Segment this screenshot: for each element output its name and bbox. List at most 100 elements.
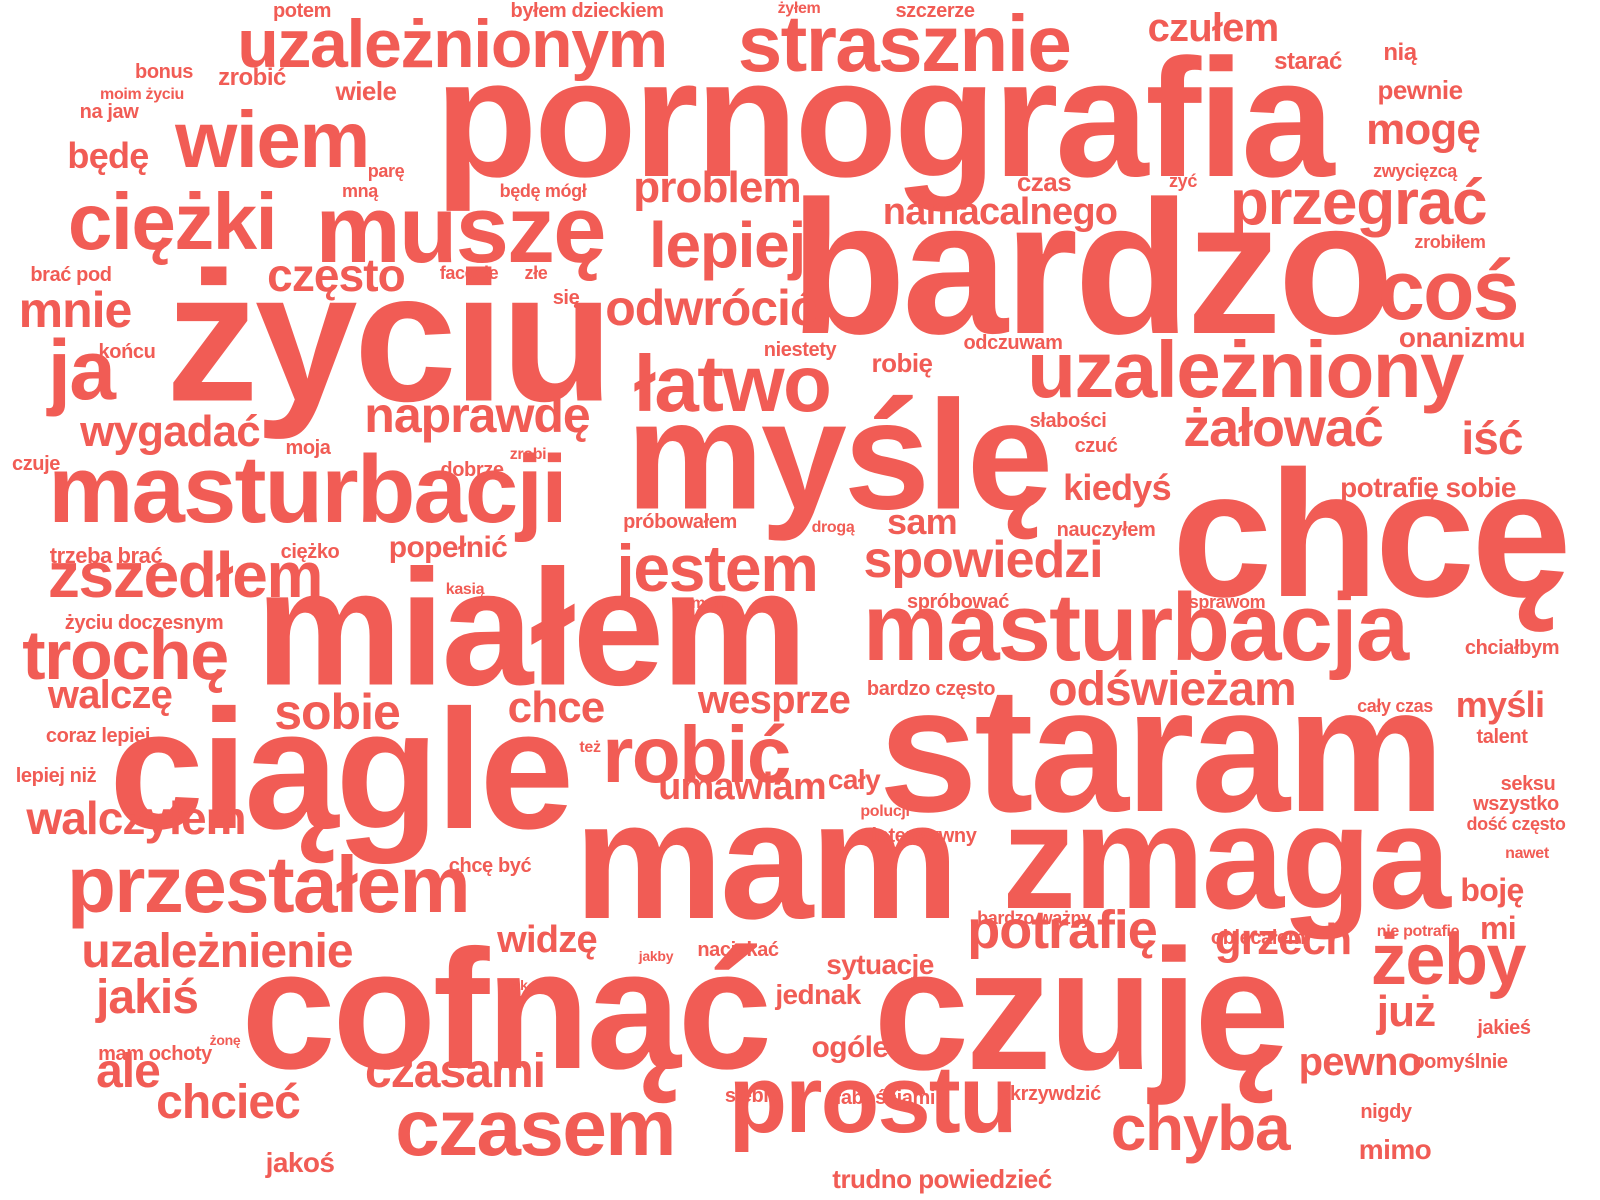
cloud-word: jednak bbox=[775, 979, 861, 1010]
cloud-word: żałować bbox=[1183, 398, 1384, 458]
cloud-word: wygadać bbox=[80, 407, 261, 456]
cloud-word: czasami bbox=[364, 1045, 546, 1098]
cloud-word: trochę bbox=[22, 616, 229, 694]
cloud-word: ale bbox=[96, 1045, 161, 1098]
cloud-word: pewnie bbox=[1377, 75, 1463, 105]
cloud-word: strasznie bbox=[737, 0, 1072, 88]
cloud-word: sprawom bbox=[1188, 592, 1266, 612]
cloud-word: szczerze bbox=[895, 0, 975, 22]
cloud-word: starać bbox=[1274, 48, 1342, 75]
cloud-word: wiele bbox=[335, 76, 398, 106]
cloud-word: mną bbox=[342, 181, 378, 201]
cloud-word: cofnąć bbox=[241, 915, 772, 1105]
cloud-word: wiem bbox=[175, 95, 370, 184]
cloud-word: mnie bbox=[18, 282, 133, 338]
cloud-word: żyć bbox=[1169, 171, 1197, 191]
cloud-word: odczuwam bbox=[963, 332, 1063, 354]
cloud-word: uzależniony bbox=[1027, 325, 1464, 414]
cloud-word: ciężko bbox=[280, 541, 340, 563]
cloud-word: drogą bbox=[811, 519, 855, 536]
cloud-word: uzależnienie bbox=[81, 925, 353, 978]
cloud-word: czułem bbox=[1147, 6, 1280, 50]
cloud-word: naciskać bbox=[697, 939, 779, 961]
cloud-word: zwycięzcą bbox=[1373, 161, 1457, 181]
cloud-word: będę bbox=[67, 135, 149, 176]
cloud-word: życiu doczesnym bbox=[64, 612, 224, 634]
cloud-word: bonus bbox=[135, 61, 193, 83]
cloud-word: bardzo ważny bbox=[977, 908, 1091, 928]
cloud-word: kasią bbox=[445, 581, 485, 598]
cloud-word: czuje bbox=[11, 453, 61, 475]
cloud-word: na jaw bbox=[79, 101, 139, 123]
cloud-word: się bbox=[552, 287, 580, 309]
cloud-word: odświeżam bbox=[1048, 663, 1296, 716]
cloud-word: ciężki bbox=[67, 177, 278, 266]
cloud-word: potrafię bbox=[967, 900, 1157, 960]
cloud-word: moja bbox=[285, 437, 331, 459]
cloud-word: spowiedzi bbox=[863, 531, 1103, 589]
cloud-word: coś bbox=[1378, 243, 1519, 337]
cloud-word: próbowałem bbox=[623, 511, 737, 533]
cloud-word: zszedłem bbox=[47, 539, 324, 611]
cloud-word: jakieś bbox=[1477, 1017, 1531, 1039]
cloud-word: nie potrafię bbox=[1376, 923, 1460, 940]
cloud-word: namacalnego bbox=[882, 191, 1118, 233]
cloud-word: pewno bbox=[1298, 1040, 1422, 1084]
cloud-word: siebie bbox=[724, 1085, 780, 1107]
cloud-word: walczyłem bbox=[26, 792, 246, 844]
cloud-word: przestałem bbox=[67, 840, 471, 929]
cloud-word: chcieć bbox=[156, 1076, 301, 1129]
cloud-word: mogę bbox=[1366, 105, 1481, 154]
cloud-word: dobrze bbox=[440, 459, 504, 481]
cloud-word: popełnić bbox=[388, 531, 508, 564]
cloud-word: będę mógł bbox=[499, 181, 587, 201]
cloud-word: chce bbox=[507, 683, 606, 732]
cloud-word: bardzo bbox=[790, 162, 1394, 374]
cloud-word: miałem bbox=[255, 535, 808, 720]
cloud-word: intensywny bbox=[871, 825, 977, 847]
cloud-word: byłem dzieckiem bbox=[510, 0, 664, 22]
cloud-word: żeby bbox=[1370, 920, 1527, 1000]
cloud-word: walczę bbox=[47, 673, 173, 717]
cloud-word: końcu bbox=[98, 341, 156, 363]
cloud-word: łatwo bbox=[633, 339, 832, 428]
cloud-word: mi bbox=[1479, 910, 1517, 946]
cloud-word: moim bbox=[691, 595, 733, 612]
cloud-word: ja bbox=[47, 323, 116, 417]
cloud-word: słabości bbox=[1029, 410, 1107, 432]
cloud-word: trzeba brać bbox=[49, 543, 163, 568]
cloud-word: iść bbox=[1461, 412, 1523, 464]
cloud-word: talent bbox=[1476, 726, 1528, 748]
cloud-word: myślę bbox=[626, 368, 1053, 542]
cloud-word: lepiej niż bbox=[15, 765, 97, 787]
cloud-word: żonę bbox=[209, 1032, 241, 1048]
cloud-word: nią bbox=[1383, 39, 1417, 66]
cloud-word: sytuacje bbox=[826, 949, 934, 980]
cloud-word: staram bbox=[878, 650, 1445, 849]
cloud-word: nawet bbox=[1505, 845, 1549, 862]
cloud-word: czuć bbox=[1074, 435, 1118, 457]
cloud-word: zrobi bbox=[509, 446, 547, 463]
cloud-word: kiedyś bbox=[1063, 467, 1171, 508]
cloud-word: muszę bbox=[315, 176, 606, 283]
cloud-word: zrobić bbox=[218, 64, 286, 91]
cloud-word: cały bbox=[827, 764, 881, 795]
cloud-word: polucji bbox=[860, 803, 910, 820]
cloud-word: jakiś bbox=[96, 971, 199, 1024]
cloud-word: coraz lepiej bbox=[45, 725, 151, 747]
cloud-word: seksu bbox=[1500, 773, 1556, 795]
cloud-word: potrafię sobie bbox=[1340, 472, 1516, 503]
cloud-word: odwrócić bbox=[605, 280, 817, 336]
cloud-word: chcę bbox=[1172, 434, 1571, 635]
cloud-word: trudno powiedzieć bbox=[832, 1164, 1052, 1194]
cloud-word: onanizmu bbox=[1398, 322, 1526, 353]
cloud-word: obiecałem bbox=[1210, 927, 1306, 949]
cloud-word: myśli bbox=[1455, 684, 1545, 725]
cloud-word: prostu bbox=[728, 1046, 1017, 1153]
cloud-word: robię bbox=[871, 348, 933, 378]
cloud-word: mimo bbox=[1358, 1134, 1432, 1165]
cloud-word: nigdy bbox=[1360, 1101, 1412, 1123]
cloud-word: masturbacji bbox=[48, 436, 568, 543]
cloud-word: sam bbox=[887, 501, 958, 542]
